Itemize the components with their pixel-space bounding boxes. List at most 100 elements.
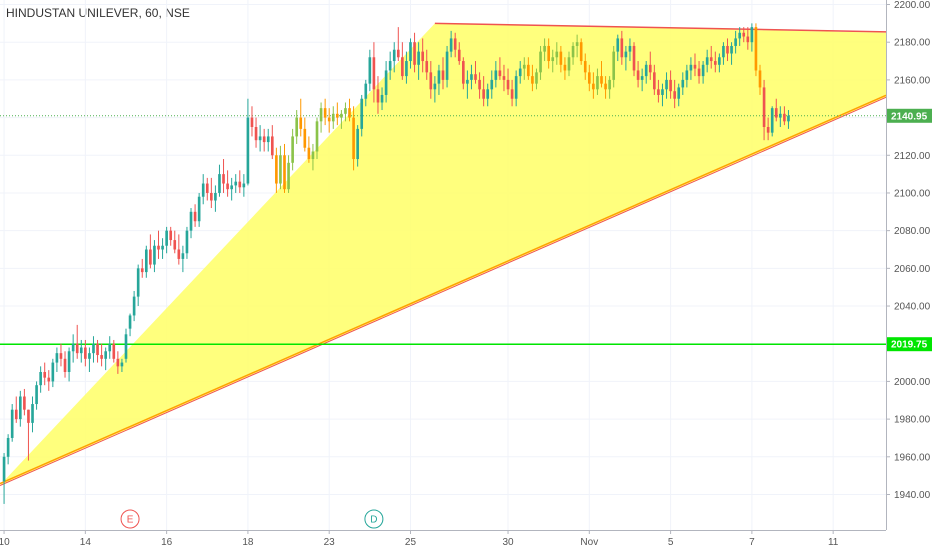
time-tick-label: 30 (502, 537, 514, 548)
candle-body (254, 127, 258, 141)
candle (35, 381, 38, 410)
candle (120, 358, 124, 372)
candle (218, 164, 221, 197)
time-tick-label: 7 (749, 537, 755, 548)
candle (429, 61, 433, 99)
candle-body (96, 343, 99, 356)
price-tick-label: 2160.00 (894, 75, 931, 86)
candle (774, 98, 778, 122)
time-axis[interactable]: 10 14 16 18 23 25 30 Nov 5 7 11 (0, 530, 886, 548)
candle (563, 57, 567, 80)
candle (31, 396, 34, 433)
candle-body (713, 61, 717, 65)
candle (750, 23, 754, 52)
candle (108, 336, 112, 359)
candle-body (380, 94, 384, 103)
candle (592, 72, 595, 99)
candle-body (315, 121, 319, 152)
triangle-fill (0, 23, 886, 486)
candle-body (19, 396, 22, 420)
last-price-tag-label: 2140.95 (891, 111, 928, 122)
candle-body (132, 296, 136, 316)
candle-body (372, 57, 376, 90)
candle (640, 68, 644, 92)
candle (140, 258, 144, 278)
candle (779, 106, 782, 127)
candle (657, 79, 660, 103)
candle (758, 64, 762, 95)
candle (551, 49, 555, 73)
candle-body (502, 76, 506, 80)
candle (336, 102, 339, 126)
candle (543, 38, 546, 62)
candle (96, 339, 99, 363)
candle (47, 370, 51, 391)
candle (340, 110, 343, 129)
candle (457, 42, 461, 65)
candle (677, 83, 681, 107)
candle-body (510, 89, 514, 99)
candle-body (71, 343, 75, 352)
candle (535, 68, 538, 90)
candle-body (421, 51, 424, 62)
candle (730, 42, 733, 65)
candle (433, 76, 437, 103)
candle-body (396, 49, 400, 58)
candle (153, 240, 156, 273)
candle (466, 70, 469, 99)
candle (197, 192, 201, 227)
candle-body (210, 192, 213, 201)
candle (644, 61, 648, 84)
candle (352, 106, 355, 171)
candle-body (425, 61, 429, 73)
candle-body (222, 174, 225, 184)
candle (718, 53, 721, 73)
candle (425, 49, 429, 80)
candle (441, 57, 445, 90)
candle-body (766, 127, 770, 133)
candle (88, 347, 91, 372)
candle (388, 51, 392, 80)
candle-body (470, 74, 473, 80)
candle-body (563, 64, 567, 71)
candle (71, 334, 75, 363)
candle (157, 230, 160, 259)
candle-body (319, 108, 323, 122)
candle-body (169, 230, 173, 241)
candle-body (535, 72, 538, 84)
candle (104, 347, 107, 371)
time-tick-label: 16 (161, 537, 173, 548)
candle (23, 388, 26, 416)
candle (238, 170, 242, 193)
lower-trendline-outer (0, 96, 887, 487)
candle-body (413, 42, 416, 65)
candle-body (701, 64, 705, 77)
candle (136, 264, 140, 307)
candle-body (624, 51, 628, 58)
time-tick-label: 25 (405, 537, 417, 548)
candle (502, 64, 506, 92)
candle-body (364, 83, 368, 99)
candle-body (514, 76, 518, 99)
candle-body (238, 181, 242, 188)
candle (275, 147, 278, 193)
candle (67, 347, 71, 382)
price-axis[interactable]: 1940.001960.001980.002000.002020.002040.… (886, 0, 931, 530)
candle-body (92, 343, 95, 354)
candle-body (250, 117, 254, 127)
candle-body (59, 353, 63, 359)
candle-body (352, 117, 355, 160)
candle (636, 61, 640, 88)
candle-body (10, 409, 14, 438)
triangle-pattern (0, 22, 887, 487)
candle-body (108, 343, 112, 352)
candle (6, 434, 10, 465)
candle (372, 42, 376, 103)
candle-body (648, 64, 652, 73)
candle (587, 64, 591, 92)
time-tick-label: 14 (80, 537, 92, 548)
candle (555, 42, 559, 65)
price-tick-label: 2040.00 (894, 302, 931, 313)
candle (364, 79, 368, 107)
